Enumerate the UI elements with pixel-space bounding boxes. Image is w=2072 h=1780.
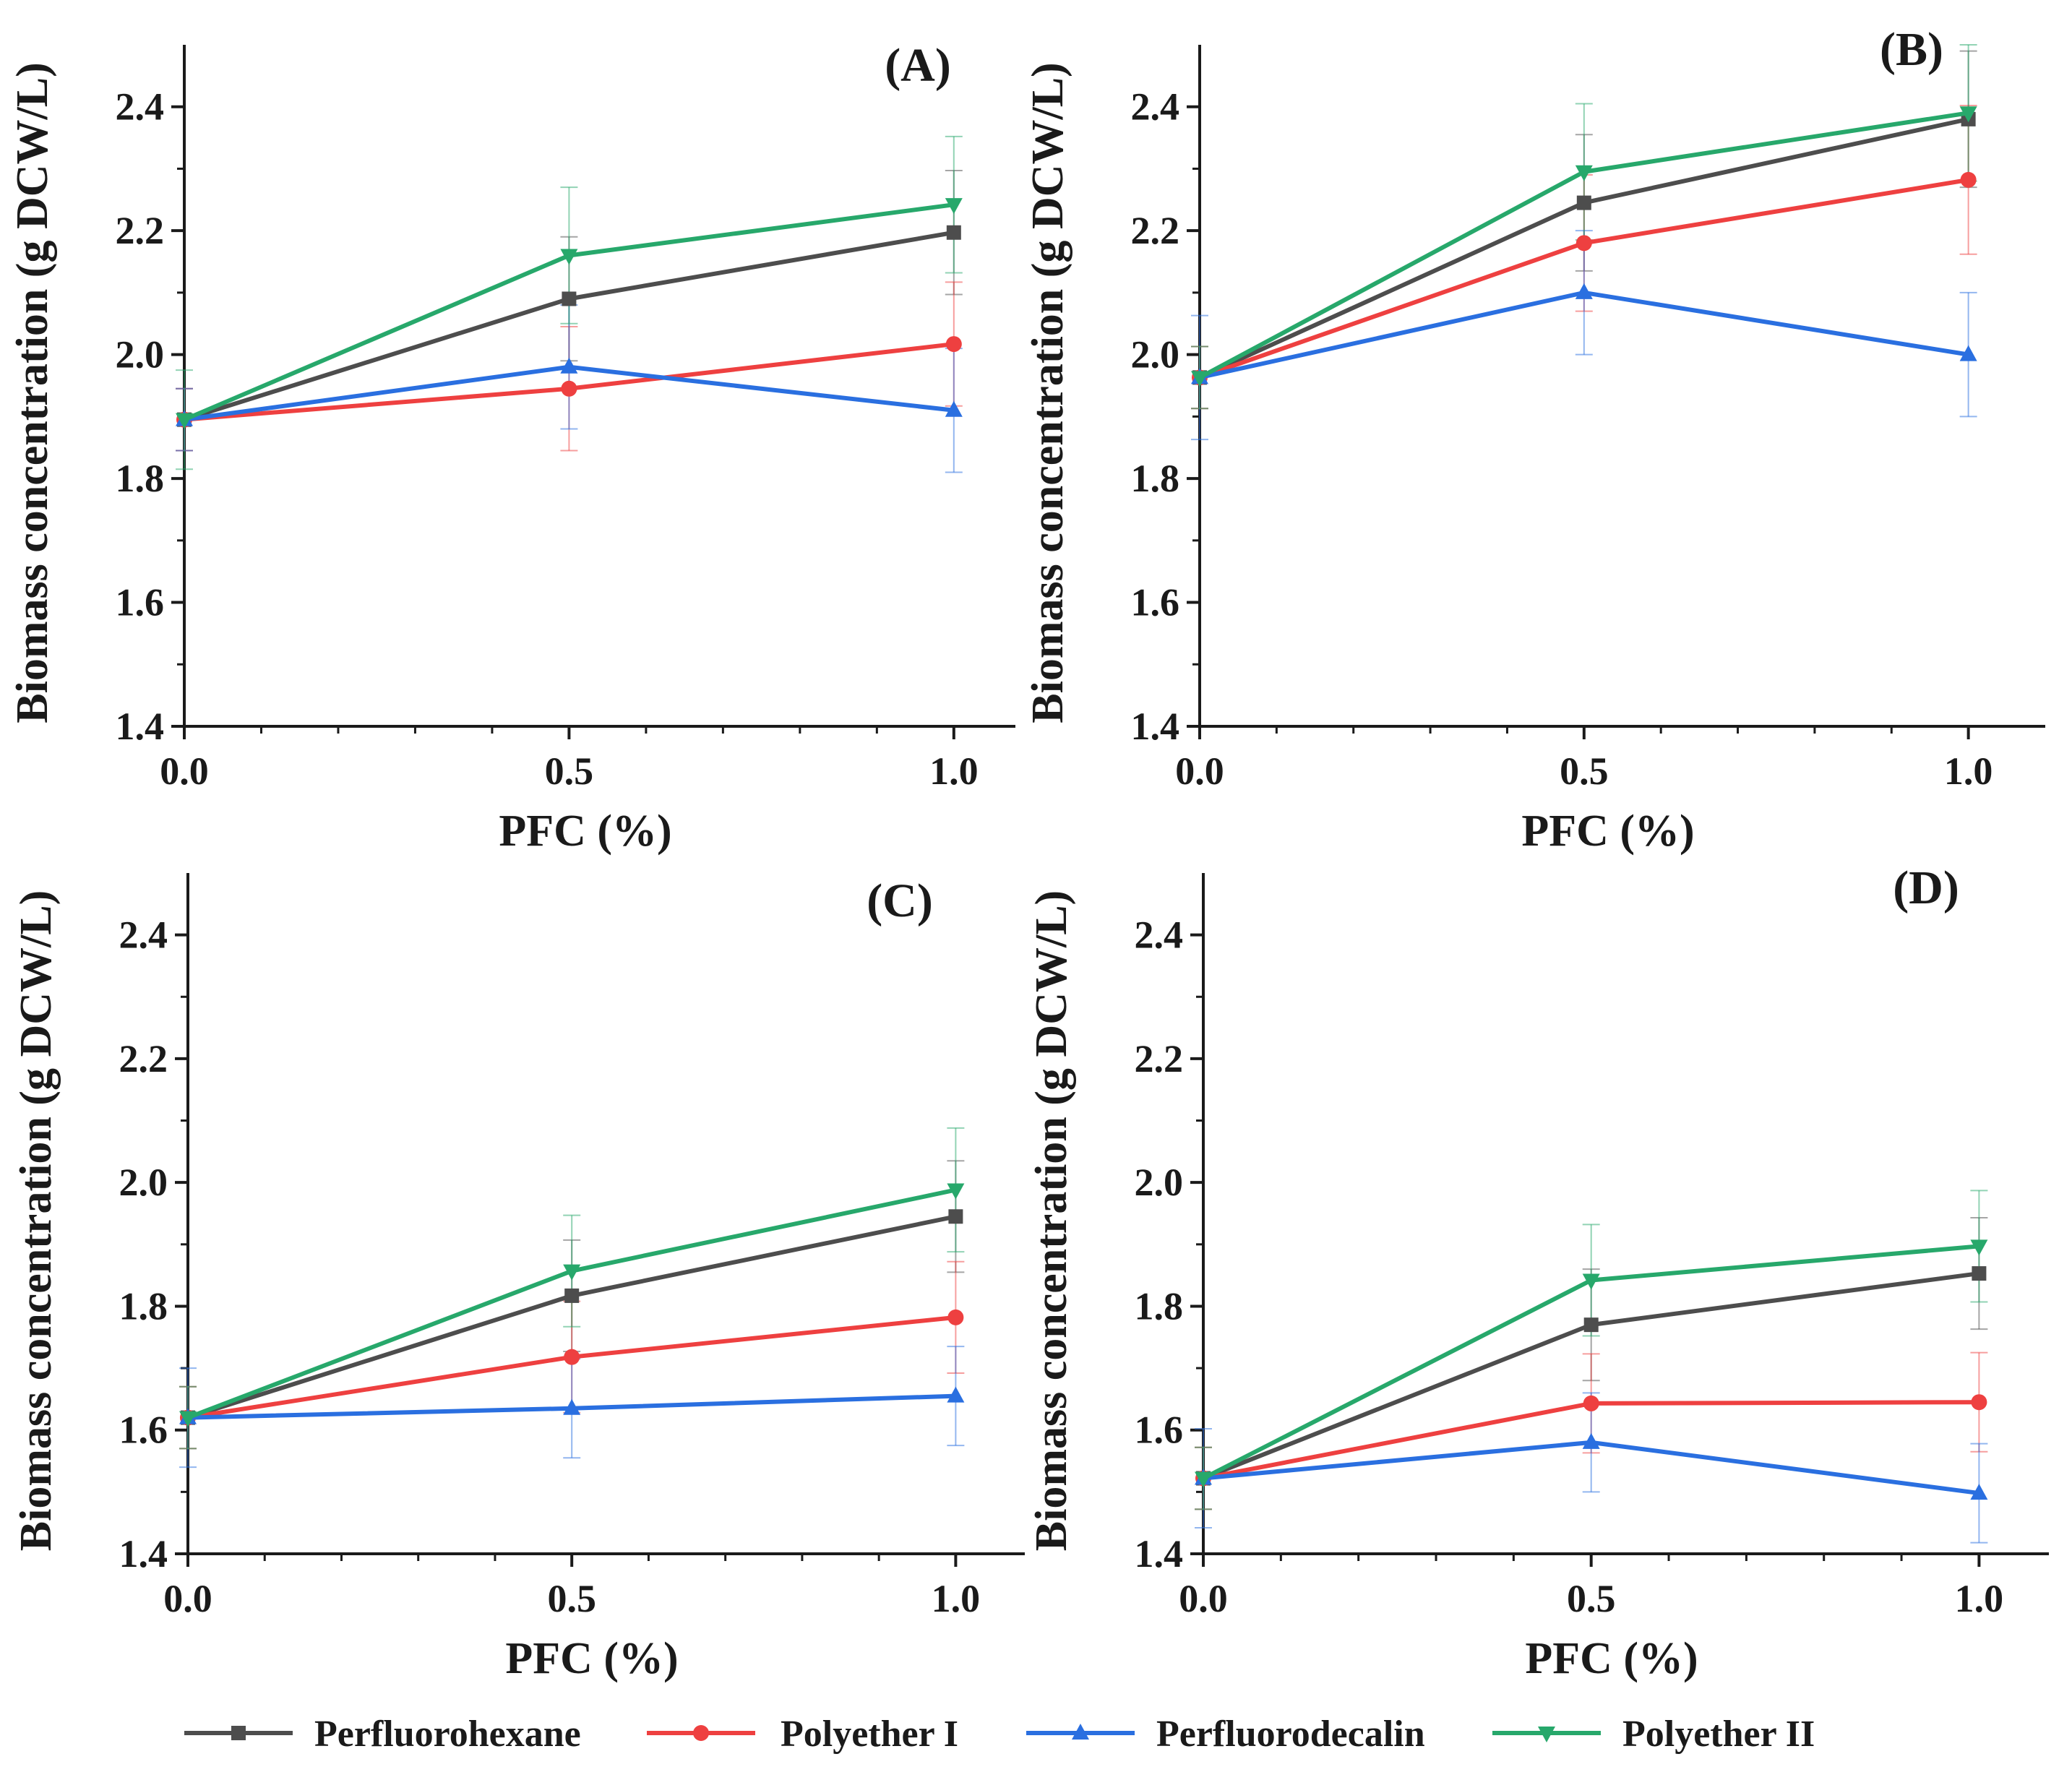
y-axis-title: Biomass concentration (g DCW/L)	[12, 890, 61, 1551]
data-point-perfluorodecalin	[1959, 345, 1977, 361]
data-point-perfluorodecalin	[560, 357, 578, 374]
y-tick-label: 1.8	[119, 1284, 168, 1328]
data-point-polyether-i	[561, 380, 577, 397]
panel-d: 1.4 1.6 1.8 2.0 2.2 2.4 0.0 0.5 1.0 PFC (%) Biomas…	[1027, 861, 2049, 1683]
data-point-perfluorodecalin	[947, 1386, 965, 1403]
data-point-perfluorohexane	[948, 1209, 963, 1224]
data-point-perfluorohexane	[1583, 1317, 1599, 1333]
x-tick-label: 0.0	[163, 1577, 212, 1620]
y-tick-label: 2.2	[1131, 209, 1180, 252]
data-point-polyether-ii	[945, 198, 963, 215]
x-axis-title: PFC (%)	[499, 807, 671, 856]
data-point-polyether-ii	[1195, 1471, 1212, 1488]
data-point-perfluorodecalin	[1970, 1484, 1988, 1500]
data-point-polyether-ii	[176, 413, 193, 429]
data-point-perfluorodecalin	[1575, 283, 1593, 299]
data-point-polyether-i	[1971, 1394, 1987, 1411]
x-tick-label: 0.5	[545, 749, 594, 793]
x-tick-label: 1.0	[932, 1577, 981, 1620]
y-tick-label: 1.8	[1135, 1284, 1184, 1328]
x-axis-title: PFC (%)	[505, 1634, 678, 1683]
y-tick-label: 2.0	[116, 333, 165, 377]
data-point-perfluorodecalin	[1582, 1432, 1600, 1449]
x-tick-label: 1.0	[1955, 1577, 2004, 1620]
x-axis-title: PFC (%)	[1521, 807, 1694, 856]
data-point-polyether-ii	[1970, 1239, 1988, 1256]
y-tick-label: 1.4	[116, 705, 165, 748]
y-tick-label: 2.0	[1135, 1161, 1184, 1204]
data-point-polyether-ii	[947, 1183, 965, 1200]
y-tick-label: 1.4	[1135, 1532, 1184, 1575]
y-axis-title: Biomass concentration (g DCW/L)	[1027, 890, 1076, 1551]
data-point-perfluorohexane	[1576, 195, 1591, 210]
data-point-perfluorodecalin	[945, 400, 963, 417]
legend-label-perfluorohexane: Perfluorohexane	[314, 1714, 581, 1755]
y-tick-label: 1.8	[1131, 457, 1180, 500]
panel-label: (D)	[1893, 861, 1959, 914]
data-point-polyether-ii	[179, 1411, 197, 1427]
data-point-perfluorohexane	[946, 225, 961, 240]
y-tick-label: 1.8	[116, 457, 165, 500]
legend-marker-perfluorohexane	[231, 1726, 246, 1740]
data-point-perfluorohexane	[1972, 1266, 1987, 1281]
data-point-polyether-i	[947, 1309, 964, 1325]
y-tick-label: 1.6	[1131, 581, 1180, 624]
y-tick-label: 2.4	[119, 913, 168, 957]
y-tick-label: 2.4	[116, 85, 165, 129]
y-tick-label: 2.4	[1135, 913, 1184, 957]
x-tick-label: 0.0	[1179, 1577, 1228, 1620]
data-point-polyether-ii	[1575, 165, 1593, 181]
data-point-polyether-ii	[560, 249, 578, 265]
x-axis-title: PFC (%)	[1525, 1634, 1698, 1683]
y-axis-title: Biomass concentration (g DCW/L)	[1023, 62, 1072, 723]
data-point-polyether-i	[1960, 171, 1977, 188]
x-tick-label: 0.5	[1567, 1577, 1616, 1620]
panel-label: (C)	[867, 874, 933, 927]
legend-marker-polyether-i	[693, 1725, 709, 1741]
y-tick-label: 2.0	[119, 1161, 168, 1204]
data-point-perfluorodecalin	[563, 1398, 581, 1415]
data-point-polyether-ii	[1191, 371, 1208, 387]
panel-b: 1.4 1.6 1.8 2.0 2.2 2.4 0.0 0.5 1.0 PFC (%) Biomas…	[1023, 23, 2045, 856]
legend-label-polyether-i: Polyether I	[781, 1714, 958, 1755]
data-point-perfluorohexane	[564, 1288, 580, 1303]
y-tick-label: 1.4	[119, 1532, 168, 1575]
x-tick-label: 0.5	[1560, 749, 1609, 793]
legend-marker-perfluorodecalin	[1072, 1724, 1089, 1740]
x-tick-label: 0.5	[547, 1577, 596, 1620]
y-axis-title: Biomass concentration (g DCW/L)	[8, 62, 57, 723]
data-point-polyether-i	[1576, 235, 1592, 251]
data-point-polyether-i	[1583, 1395, 1599, 1411]
data-point-perfluorohexane	[562, 291, 577, 306]
panel-label: (A)	[885, 39, 951, 92]
data-point-polyether-ii	[563, 1264, 581, 1281]
x-tick-label: 1.0	[929, 749, 979, 793]
y-tick-label: 2.2	[116, 209, 165, 252]
x-tick-label: 0.0	[1175, 749, 1224, 793]
y-tick-label: 2.2	[1135, 1037, 1184, 1080]
legend: Perfluorohexane Polyether I Perfluorodecal…	[184, 1714, 1815, 1755]
data-point-polyether-i	[945, 336, 962, 353]
data-point-polyether-ii	[1582, 1273, 1600, 1290]
data-point-polyether-i	[564, 1349, 580, 1365]
panel-label: (B)	[1880, 23, 1943, 76]
y-tick-label: 1.6	[119, 1409, 168, 1452]
x-tick-label: 1.0	[1944, 749, 1993, 793]
y-tick-label: 1.4	[1131, 705, 1180, 748]
panel-a: 1.4 1.6 1.8 2.0 2.2 2.4 0.0 0.5 1.0 PFC (%) Biomas…	[8, 39, 1015, 856]
panel-c: 1.4 1.6 1.8 2.0 2.2 2.4 0.0 0.5 1.0 PFC (%) Biomas…	[12, 873, 1025, 1683]
y-tick-label: 2.0	[1131, 333, 1180, 377]
y-tick-label: 1.6	[1135, 1409, 1184, 1452]
y-tick-label: 2.4	[1131, 85, 1180, 129]
legend-marker-polyether-ii	[1538, 1727, 1555, 1742]
legend-label-polyether-ii: Polyether II	[1622, 1714, 1815, 1755]
y-tick-label: 2.2	[119, 1037, 168, 1080]
data-point-polyether-ii	[1959, 106, 1977, 123]
y-tick-label: 1.6	[116, 581, 165, 624]
legend-label-perfluorodecalin: Perfluorodecalin	[1156, 1714, 1425, 1755]
x-tick-label: 0.0	[160, 749, 209, 793]
